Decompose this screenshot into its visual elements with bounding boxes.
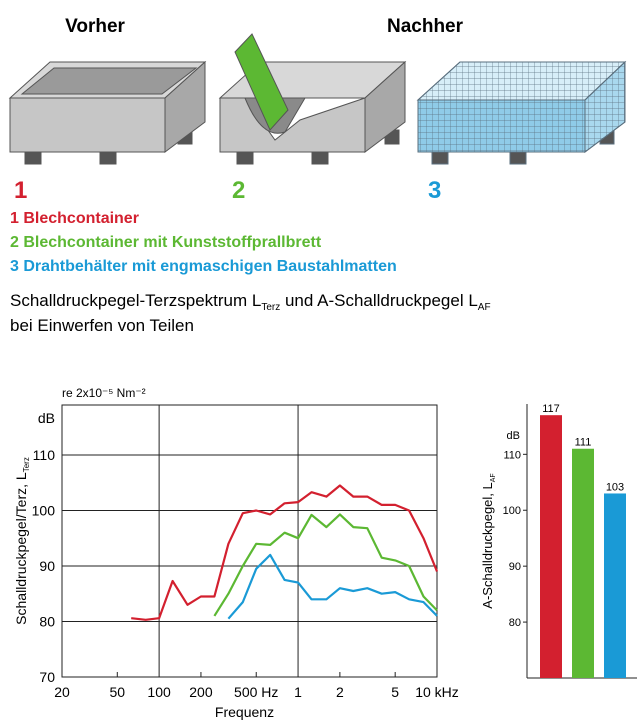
series-line xyxy=(131,484,439,621)
before-label: Vorher xyxy=(65,16,125,37)
container-1 xyxy=(8,60,207,165)
after-label: Nachher xyxy=(387,16,464,37)
y-unit: dB xyxy=(38,410,55,426)
container-3 xyxy=(416,60,627,165)
x-tick-label: 10 kHz xyxy=(415,684,459,700)
marker-number: 1 xyxy=(14,177,27,204)
y-tick-label: 110 xyxy=(33,447,56,463)
bar xyxy=(540,415,562,678)
y-tick-label: 100 xyxy=(503,505,521,517)
bar xyxy=(604,493,626,678)
marker-number: 2 xyxy=(232,177,245,204)
x-tick-label: 1 xyxy=(294,684,302,700)
y-tick-label: 80 xyxy=(39,613,55,629)
bar-value-label: 111 xyxy=(575,437,592,449)
caption-line-1: Schalldruckpegel-Terzspektrum LTerz und … xyxy=(10,291,491,313)
y-tick-label: 80 xyxy=(509,617,521,629)
marker-number: 3 xyxy=(428,177,441,204)
y-tick-label: 110 xyxy=(503,449,521,461)
y-axis-label-sub: Terz xyxy=(22,457,31,472)
y-axis-label: Schalldruckpegel/Terz, LTerz xyxy=(13,457,31,625)
x-tick-label: 200 xyxy=(189,684,213,700)
legend-entry: 1 Blechcontainer xyxy=(10,210,139,227)
bar-value-label: 103 xyxy=(606,481,624,493)
bar xyxy=(572,448,594,678)
caption-line-2: bei Einwerfen von Teilen xyxy=(10,316,194,335)
y-tick-label: 70 xyxy=(39,669,55,685)
x-tick-label: 5 xyxy=(391,684,399,700)
x-axis-label: Frequenz xyxy=(215,704,274,720)
y-tick-label: 100 xyxy=(32,502,56,518)
unit-note: re 2x10⁻⁵ Nm⁻² xyxy=(62,386,146,400)
spectrum-chart: 70 80 90 100 110 20 50 100 200 500 Hz 1 2 5 10 kHz re … xyxy=(13,386,459,720)
legend: 1 2 3 1 Blechcontainer 2 Blechcontainer mit … xyxy=(10,177,441,275)
y-tick-label: 90 xyxy=(39,558,55,574)
caption-sub: Terz xyxy=(261,302,280,313)
x-tick-label: 100 xyxy=(147,684,171,700)
caption-text: Schalldruckpegel-Terzspektrum L xyxy=(10,291,261,310)
caption-text: und A-Schalldruckpegel L xyxy=(280,291,478,310)
bar-value-label: 117 xyxy=(542,403,560,415)
y-tick-label: 90 xyxy=(509,561,521,573)
caption-sub: AF xyxy=(478,302,491,313)
y-axis-label-text: A-Schalldruckpegel, L xyxy=(480,482,495,608)
plot-frame xyxy=(61,404,438,678)
container-2 xyxy=(218,33,407,165)
x-tick-label: 500 Hz xyxy=(234,684,278,700)
series-line xyxy=(213,513,438,617)
legend-entry: 3 Drahtbehälter mit engmaschigen Baustah… xyxy=(10,258,397,275)
y-axis-label-sub: AF xyxy=(490,473,497,482)
x-tick-label: 2 xyxy=(336,684,344,700)
y-axis-label: A-Schalldruckpegel, LAF xyxy=(480,473,497,608)
x-tick-label: 20 xyxy=(54,684,70,700)
y-unit: dB xyxy=(507,430,520,442)
y-axis-label-text: Schalldruckpegel/Terz, L xyxy=(13,472,29,625)
x-tick-label: 50 xyxy=(110,684,126,700)
legend-entry: 2 Blechcontainer mit Kunststoffprallbret… xyxy=(10,234,322,251)
series-line xyxy=(227,553,438,620)
bar-chart: 80 90 100 110 dB A-Schalldruckpegel, LAF 117 11… xyxy=(480,403,637,679)
